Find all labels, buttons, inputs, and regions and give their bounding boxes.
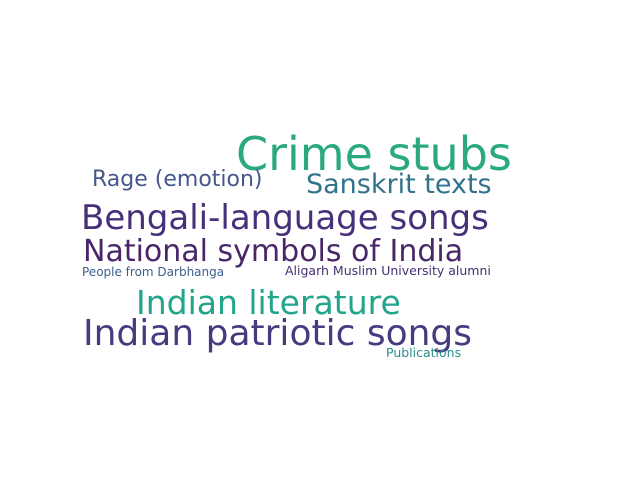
word-national-symbols-of-india: National symbols of India (83, 234, 464, 269)
word-sanskrit-texts: Sanskrit texts (306, 169, 492, 200)
word-rage-emotion: Rage (emotion) (92, 167, 263, 192)
word-publications: Publications (386, 345, 462, 360)
word-indian-patriotic-songs: Indian patriotic songs (83, 313, 473, 354)
word-people-from-darbhanga: People from Darbhanga (82, 265, 225, 279)
word-indian-literature: Indian literature (136, 283, 401, 322)
word-bengali-language-songs: Bengali-language songs (81, 198, 489, 238)
word-aligarh-muslim-university-alumni: Aligarh Muslim University alumni (285, 263, 491, 278)
word-crime-stubs: Crime stubs (236, 127, 512, 181)
